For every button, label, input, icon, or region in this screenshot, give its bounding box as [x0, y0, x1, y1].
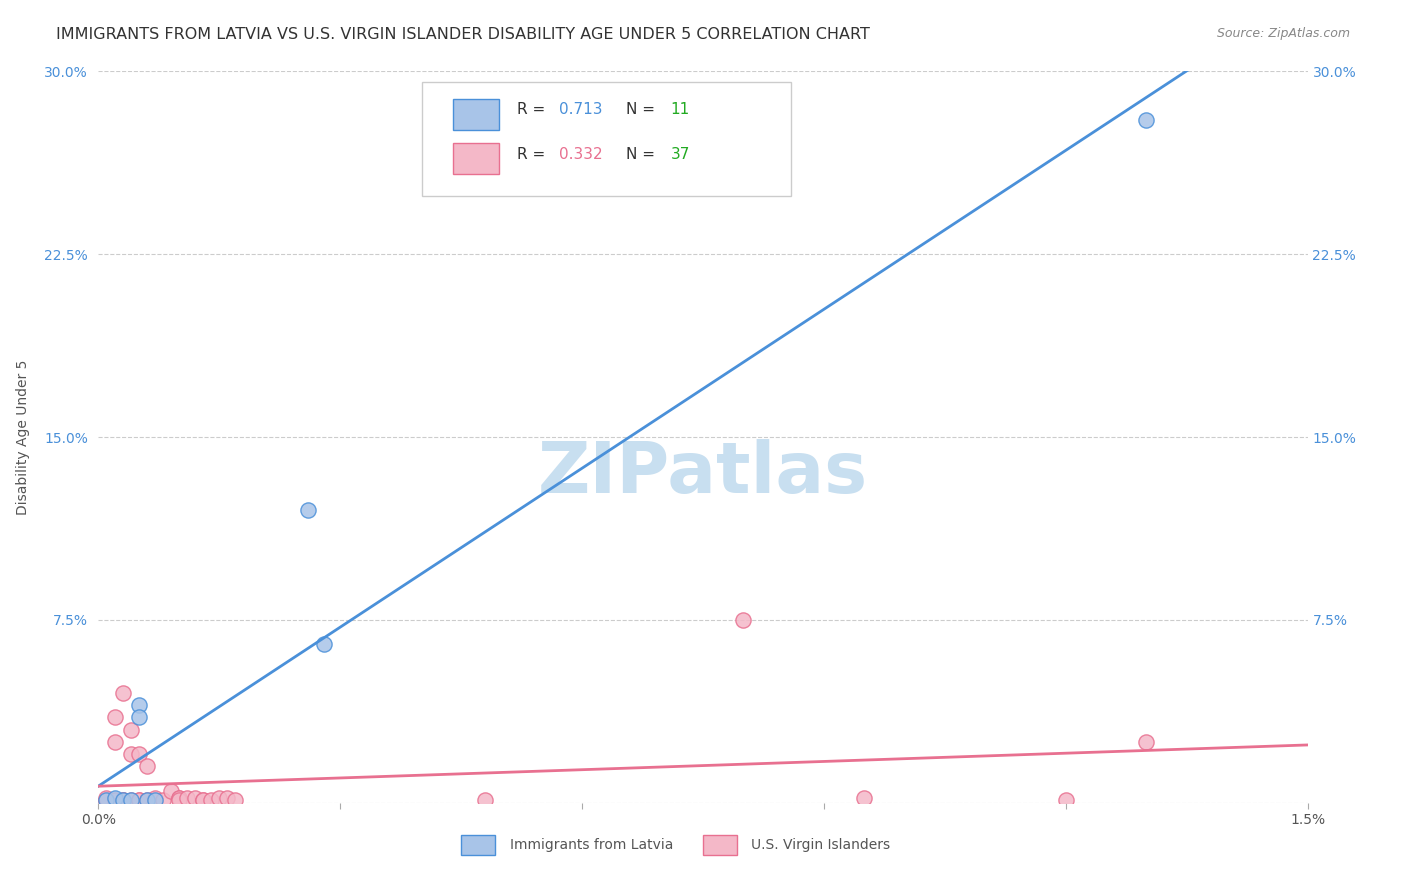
Point: [224, 793, 246, 807]
Point: [474, 793, 496, 807]
Point: [120, 723, 142, 737]
Point: [143, 791, 166, 805]
FancyBboxPatch shape: [422, 82, 792, 195]
Point: [96, 793, 118, 807]
Point: [135, 759, 157, 773]
Text: 37: 37: [671, 146, 690, 161]
Text: IMMIGRANTS FROM LATVIA VS U.S. VIRGIN ISLANDER DISABILITY AGE UNDER 5 CORRELATIO: IMMIGRANTS FROM LATVIA VS U.S. VIRGIN IS…: [56, 27, 870, 42]
Point: [143, 793, 166, 807]
Point: [1135, 113, 1157, 128]
Text: U.S. Virgin Islanders: U.S. Virgin Islanders: [751, 838, 890, 852]
Point: [193, 793, 215, 807]
Point: [160, 783, 183, 797]
Point: [103, 791, 125, 805]
Y-axis label: Disability Age Under 5: Disability Age Under 5: [17, 359, 31, 515]
Point: [111, 686, 134, 700]
Point: [167, 791, 190, 805]
Point: [143, 793, 166, 807]
Point: [200, 793, 222, 807]
Point: [1135, 735, 1157, 749]
Point: [120, 793, 142, 807]
Point: [1054, 793, 1077, 807]
Point: [167, 791, 190, 805]
Point: [111, 793, 134, 807]
Text: ZIPatlas: ZIPatlas: [538, 439, 868, 508]
Point: [128, 793, 150, 807]
Point: [184, 791, 207, 805]
Point: [733, 613, 755, 627]
Point: [96, 793, 118, 807]
Text: Source: ZipAtlas.com: Source: ZipAtlas.com: [1216, 27, 1350, 40]
Point: [208, 791, 231, 805]
Text: 0.713: 0.713: [560, 102, 603, 117]
Point: [193, 793, 215, 807]
Point: [176, 791, 198, 805]
Text: Immigrants from Latvia: Immigrants from Latvia: [509, 838, 673, 852]
Point: [103, 735, 125, 749]
Point: [103, 793, 125, 807]
Point: [167, 793, 190, 807]
FancyBboxPatch shape: [703, 835, 737, 855]
Point: [152, 793, 174, 807]
Point: [135, 793, 157, 807]
Point: [128, 698, 150, 713]
Point: [120, 747, 142, 761]
Point: [96, 793, 118, 807]
FancyBboxPatch shape: [461, 835, 495, 855]
Point: [96, 791, 118, 805]
Text: R =: R =: [517, 102, 550, 117]
Point: [120, 793, 142, 807]
Point: [103, 710, 125, 724]
Point: [128, 793, 150, 807]
Point: [128, 747, 150, 761]
Point: [217, 791, 239, 805]
Text: 0.332: 0.332: [560, 146, 603, 161]
Point: [128, 710, 150, 724]
Text: R =: R =: [517, 146, 550, 161]
Point: [111, 793, 134, 807]
Point: [853, 791, 876, 805]
Text: N =: N =: [626, 102, 659, 117]
Point: [135, 793, 157, 807]
Point: [314, 637, 336, 651]
Point: [297, 503, 319, 517]
FancyBboxPatch shape: [453, 143, 499, 174]
Text: N =: N =: [626, 146, 659, 161]
FancyBboxPatch shape: [453, 99, 499, 130]
Text: 11: 11: [671, 102, 689, 117]
Point: [111, 793, 134, 807]
